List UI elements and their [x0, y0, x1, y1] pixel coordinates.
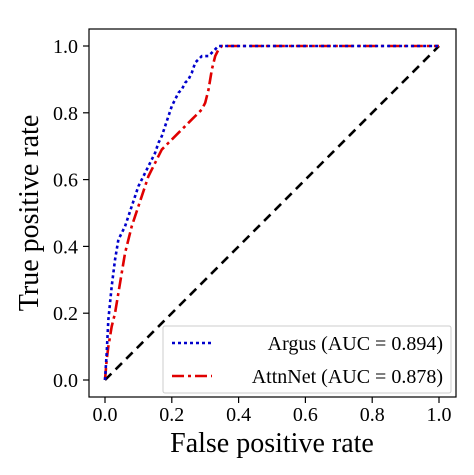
- x-axis-label: False positive rate: [170, 428, 374, 459]
- x-tick-label: 0.4: [226, 404, 251, 426]
- legend: Argus (AUC = 0.894) AttnNet (AUC = 0.878…: [162, 325, 452, 394]
- y-tick-label: 0.8: [53, 103, 78, 125]
- x-tick-label: 0.2: [159, 404, 184, 426]
- plot-frame: [88, 28, 457, 398]
- x-tick-label: 1.0: [427, 404, 452, 426]
- y-tick-label: 0.4: [53, 236, 78, 258]
- x-tick-label: 0.6: [293, 404, 318, 426]
- x-tick-label: 0.0: [93, 404, 118, 426]
- plot-layer: [103, 44, 440, 381]
- y-axis-ticks: 0.0 0.2 0.4 0.6 0.8 1.0: [53, 36, 89, 392]
- x-tick-label: 0.8: [360, 404, 385, 426]
- legend-box: [162, 325, 452, 394]
- chance-diagonal-line: [104, 45, 440, 381]
- legend-label-argus: Argus (AUC = 0.894): [268, 333, 443, 355]
- y-axis-label: True positive rate: [14, 115, 45, 312]
- y-tick-label: 1.0: [53, 36, 78, 58]
- y-tick-label: 0.0: [53, 370, 78, 392]
- legend-label-attnnet: AttnNet (AUC = 0.878): [252, 366, 443, 388]
- y-tick-label: 0.2: [53, 303, 78, 325]
- y-tick-label: 0.6: [53, 170, 78, 192]
- x-axis-ticks: 0.0 0.2 0.4 0.6 0.8 1.0: [93, 397, 452, 426]
